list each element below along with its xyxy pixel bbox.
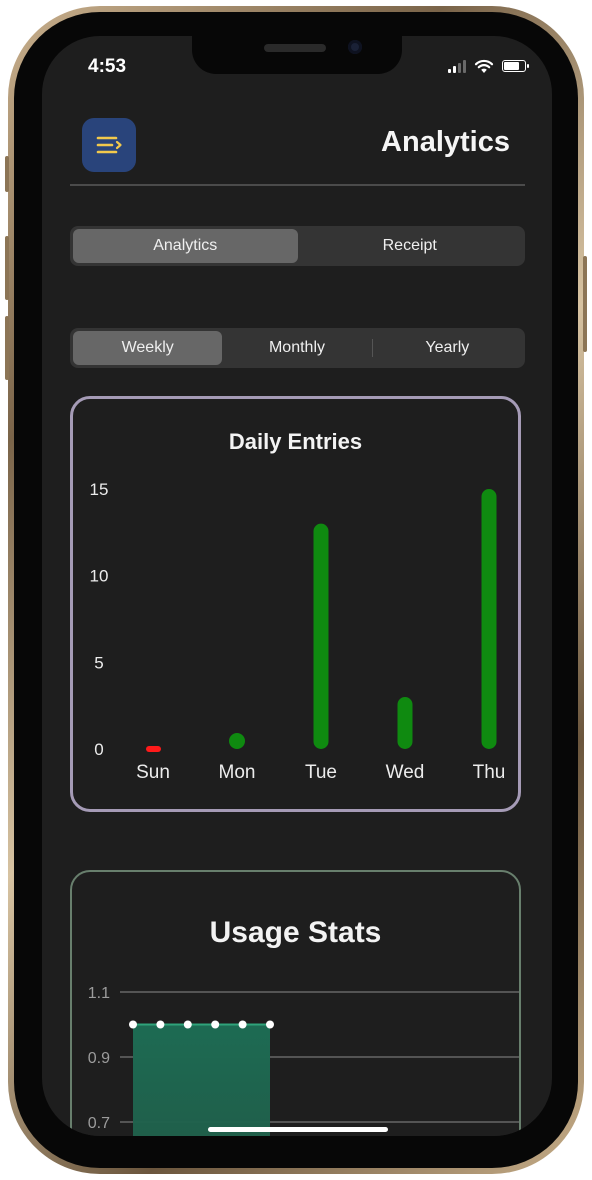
power-button <box>583 256 587 352</box>
period-yearly[interactable]: Yearly <box>425 339 470 356</box>
volume-down-button <box>5 316 9 380</box>
app-screen: 4:53 Analytics Analytics Receipt Weekly … <box>42 36 552 1136</box>
daily-entries-title: Daily Entries <box>228 429 363 454</box>
x-tick-label: Tue <box>305 762 337 779</box>
y-tick-label: 15 <box>90 480 109 499</box>
usage-stats-title: Usage Stats <box>209 916 382 949</box>
tab-receipt[interactable]: Receipt <box>382 237 437 254</box>
bar-tue <box>313 523 329 749</box>
y-tick-label: 0.7 <box>88 1115 110 1132</box>
period-separator <box>371 339 373 357</box>
period-weekly[interactable]: Weekly <box>73 331 223 365</box>
bar-mon <box>229 733 245 749</box>
x-tick-label: Thu <box>473 762 506 779</box>
y-tick-label: 5 <box>94 653 103 672</box>
status-time: 4:53 <box>88 56 127 77</box>
menu-button[interactable] <box>82 118 136 172</box>
x-tick-label: Wed <box>386 762 425 779</box>
tab-analytics[interactable]: Analytics <box>73 229 298 263</box>
y-tick-label: 0.9 <box>88 1050 110 1067</box>
y-tick-label: 10 <box>90 567 109 586</box>
y-tick-label: 0 <box>94 740 103 759</box>
data-point <box>156 1020 165 1029</box>
bar-thu <box>481 489 497 749</box>
front-camera <box>348 40 362 54</box>
bar-wed <box>397 697 413 749</box>
page-title: Analytics <box>381 126 510 158</box>
x-tick-label: Mon <box>219 762 256 779</box>
main-tabs: Analytics Receipt <box>70 226 525 266</box>
bar-sun <box>146 746 161 752</box>
home-indicator <box>208 1127 388 1132</box>
wifi-icon <box>474 59 494 73</box>
period-selector: Weekly Monthly Yearly <box>70 328 525 368</box>
data-point <box>183 1020 192 1029</box>
notch <box>192 36 402 74</box>
mute-switch <box>5 156 9 192</box>
volume-up-button <box>5 236 9 300</box>
data-point <box>238 1020 247 1029</box>
header-divider <box>70 184 525 186</box>
period-monthly[interactable]: Monthly <box>268 339 325 356</box>
usage-stats-chart: 0.7 0.9 1.1 <box>88 985 519 1136</box>
status-icons <box>448 58 529 74</box>
usage-stats-card: Usage Stats 0.7 0.9 1.1 <box>70 870 521 1136</box>
cellular-signal-icon <box>448 59 466 73</box>
y-tick-label: 1.1 <box>88 985 110 1002</box>
daily-entries-chart: 0 5 10 15 Sun Mon Tue Wed Thu <box>90 480 506 779</box>
data-point <box>211 1020 220 1029</box>
battery-icon <box>502 60 529 72</box>
x-tick-label: Sun <box>136 762 170 779</box>
speaker <box>264 44 326 52</box>
data-point <box>129 1020 137 1029</box>
usage-area <box>133 1024 270 1136</box>
data-point <box>266 1020 274 1029</box>
daily-entries-card: Daily Entries 0 5 10 15 Sun Mon Tue Wed Thu <box>70 396 521 812</box>
menu-lines-icon <box>96 136 122 154</box>
